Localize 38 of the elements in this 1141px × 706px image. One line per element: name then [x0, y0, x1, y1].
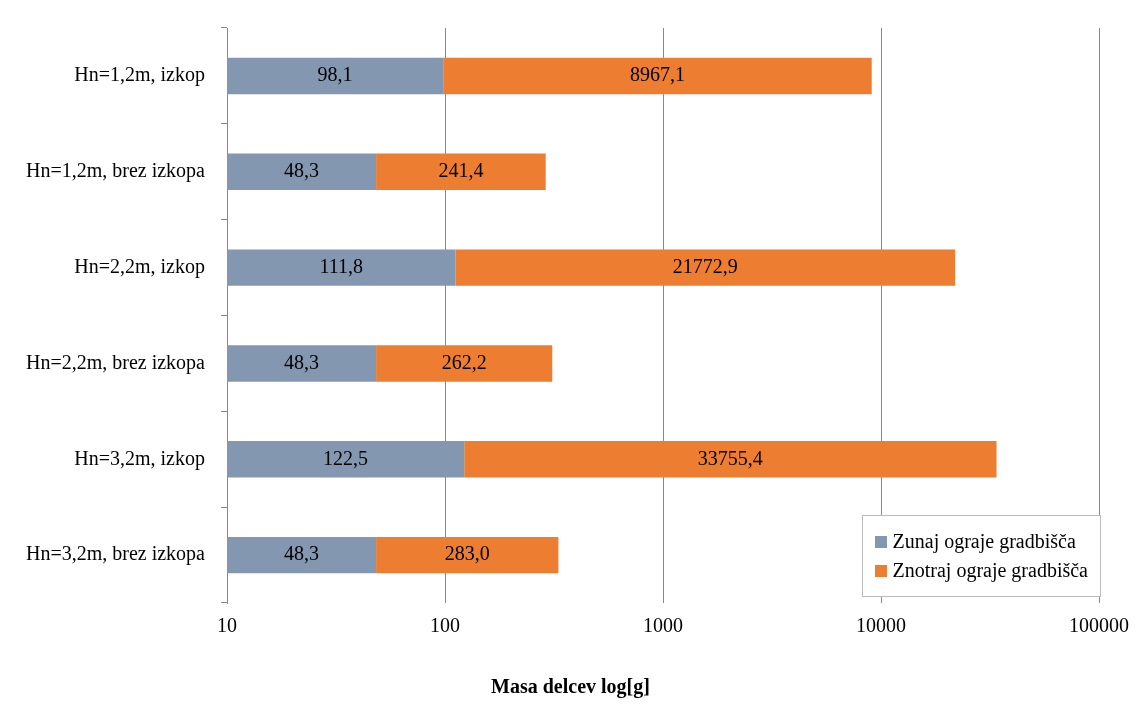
- bar: [443, 57, 872, 95]
- data-label: 262,2: [441, 350, 487, 373]
- data-label: 111,8: [319, 254, 364, 277]
- legend-label: Zunaj ograje gradbišča: [892, 530, 1076, 553]
- data-label: 33755,4: [697, 446, 763, 469]
- bar: [227, 249, 456, 286]
- x-axis-title: Masa delcev log[g]: [490, 675, 651, 698]
- data-label: 8967,1: [629, 63, 685, 86]
- data-label: 241,4: [438, 159, 484, 181]
- bar: [227, 536, 377, 574]
- x-tick-label: 10000: [856, 614, 906, 637]
- bar: [376, 153, 546, 190]
- bar: [227, 57, 444, 95]
- bar: [227, 153, 377, 190]
- legend-label: Znotraj ograje gradbišča: [892, 559, 1088, 582]
- bar: [455, 249, 956, 286]
- data-label: 122,5: [323, 446, 369, 469]
- bar: [376, 345, 553, 382]
- bar: [227, 441, 465, 478]
- y-tick-label: Hn=1,2m, brez izkopa: [25, 159, 206, 182]
- data-label: 21772,9: [672, 254, 738, 277]
- x-tick-label: 100: [430, 614, 460, 637]
- data-label: 48,3: [284, 542, 320, 565]
- x-tick-label: 1000: [643, 614, 683, 637]
- bar: [376, 536, 559, 574]
- y-tick-label: Hn=2,2m, izkop: [74, 254, 205, 278]
- bar: [464, 441, 997, 478]
- data-label: 48,3: [284, 350, 320, 373]
- y-tick-label: Hn=3,2m, brez izkopa: [25, 542, 206, 566]
- data-label: 283,0: [444, 542, 490, 565]
- x-tick-label: 100000: [1069, 614, 1129, 637]
- bar: [227, 345, 377, 382]
- y-tick-label: Hn=2,2m, brez izkopa: [25, 350, 206, 374]
- y-tick-label: Hn=3,2m, izkop: [74, 446, 205, 470]
- data-label: 48,3: [284, 159, 320, 181]
- data-label: 98,1: [317, 63, 353, 86]
- x-tick-label: 10: [217, 614, 237, 637]
- y-tick-label: Hn=1,2m, izkop: [74, 63, 205, 87]
